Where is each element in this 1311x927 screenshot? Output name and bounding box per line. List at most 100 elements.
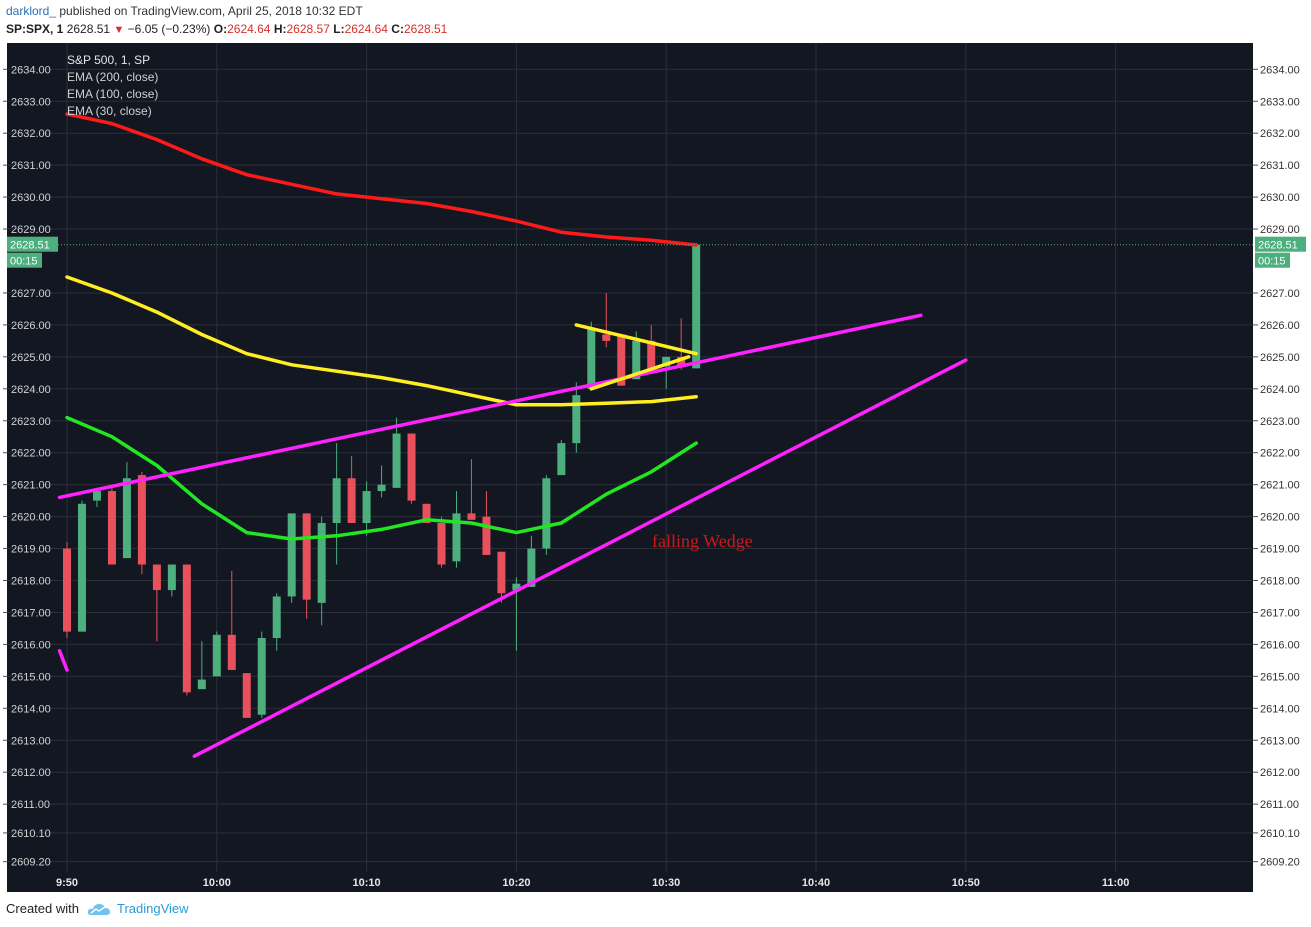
candle-body — [512, 583, 521, 591]
price-tick-label-left: 2617.00 — [11, 607, 51, 619]
candle — [467, 459, 476, 520]
price-tick-label: 2611.00 — [1260, 799, 1299, 811]
down-arrow-icon: ▼ — [113, 24, 125, 36]
timer-bg-left — [7, 252, 42, 268]
candle-body — [332, 478, 341, 523]
legend-ema200: EMA (200, close) — [67, 70, 158, 84]
price-tick-label-left: 2630.00 — [11, 192, 51, 204]
candle — [347, 455, 356, 523]
candle — [122, 462, 131, 559]
candle — [497, 551, 506, 603]
close-label: C: — [391, 22, 404, 36]
time-tick-label: 10:40 — [802, 877, 830, 889]
price-change: −6.05 (−0.23%) — [127, 22, 211, 36]
price-tag: 2628.51 00:15 2628.51 00:15 — [7, 236, 1306, 268]
price-tick-label-left: 2633.00 — [11, 96, 51, 108]
candle — [587, 321, 596, 389]
price-tick-label: 2625.00 — [1260, 352, 1300, 364]
price-tick-label-left: 2632.00 — [11, 128, 51, 140]
candle — [482, 491, 491, 555]
candle-body — [92, 491, 101, 501]
price-tick-label-left: 2623.00 — [11, 416, 51, 428]
candle — [227, 570, 236, 670]
candle — [362, 481, 371, 536]
tradingview-link[interactable]: TradingView — [116, 901, 189, 916]
candle-body — [632, 340, 641, 380]
price-tick-label-left: 2615.00 — [11, 671, 51, 683]
tradingview-cloud-icon — [87, 903, 110, 915]
candle — [107, 487, 116, 565]
candle — [167, 564, 176, 597]
close-value: 2628.51 — [403, 22, 448, 36]
candle — [63, 542, 71, 639]
price-tick-label: 2623.00 — [1260, 416, 1300, 428]
timer-value-left: 00:15 — [10, 256, 38, 268]
price-tick-label: 2624.00 — [1260, 384, 1300, 396]
price-tick-label-left: 2631.00 — [11, 160, 51, 172]
time-tick-label: 10:10 — [353, 877, 381, 889]
trendlines[interactable] — [57, 313, 968, 758]
price-tag-value-right: 2628.51 — [1258, 240, 1298, 252]
price-tick-label: 2627.00 — [1260, 288, 1300, 300]
price-tick-label: 2629.00 — [1260, 224, 1300, 236]
candle-body — [617, 334, 626, 386]
high-value: 2628.57 — [286, 22, 330, 36]
trendline-2 — [57, 649, 69, 672]
price-tick-label-left: 2613.00 — [11, 735, 51, 747]
time-tick-label: 9:50 — [56, 877, 78, 889]
author-link[interactable]: darklord_ — [6, 4, 57, 18]
candle-body — [362, 491, 371, 523]
publish-text: published on TradingView.com, April 25, … — [59, 4, 363, 18]
price-tick-label-left: 2627.00 — [11, 288, 51, 300]
time-axis[interactable] — [7, 872, 1253, 892]
candle — [527, 535, 536, 587]
candle-body — [692, 244, 701, 369]
symbol-label: SP:SPX, 1 — [6, 22, 64, 36]
price-tick-label: 2609.20 — [1260, 857, 1300, 869]
candle-body — [63, 548, 71, 632]
candle-body — [587, 328, 596, 389]
price-tag-bg-left — [7, 236, 58, 252]
candle-body — [647, 340, 656, 370]
price-tick-label-left: 2611.00 — [11, 799, 50, 811]
wedge-annotation[interactable]: falling Wedge — [652, 531, 753, 551]
candle — [542, 475, 551, 555]
candle — [272, 593, 281, 651]
candle — [407, 433, 416, 504]
time-tick-label: 10:50 — [952, 877, 980, 889]
open-value: 2624.64 — [227, 22, 271, 36]
price-chart[interactable]: 2634.00 2634.00 2633.00 2633.00 2632.00 2632.… — [0, 0, 1311, 895]
candle-body — [467, 513, 476, 520]
price-axis-labels: 2634.00 2634.00 2633.00 2633.00 2632.00 2632.… — [3, 64, 1300, 869]
indicator-lines — [65, 112, 698, 541]
price-tick-label: 2631.00 — [1260, 160, 1300, 172]
footer: Created with TradingView — [6, 901, 189, 916]
candle — [77, 500, 86, 632]
price-tick-label-left: 2616.00 — [11, 639, 51, 651]
candle-body — [677, 356, 686, 367]
candle — [287, 513, 296, 603]
candle-body — [167, 564, 176, 591]
price-tick-label: 2633.00 — [1260, 96, 1300, 108]
price-tick-label: 2621.00 — [1260, 480, 1300, 492]
price-tick-label-left: 2624.00 — [11, 384, 51, 396]
candle-body — [572, 395, 581, 444]
candle-body — [452, 513, 461, 562]
price-tick-label: 2612.00 — [1260, 767, 1300, 779]
time-tick-label: 10:00 — [203, 877, 231, 889]
candle-body — [662, 356, 671, 367]
price-tick-label-left: 2629.00 — [11, 224, 51, 236]
candle-body — [182, 564, 191, 693]
candle — [602, 292, 611, 348]
candle — [257, 631, 266, 718]
candle-body — [377, 484, 386, 492]
candle-body — [152, 564, 161, 591]
candle-body — [437, 522, 446, 565]
price-axis[interactable] — [1253, 43, 1311, 872]
candle-body — [347, 478, 356, 523]
time-axis-labels: 9:50 10:00 10:10 10:20 10:30 10:40 10:50 11:00 — [56, 877, 1129, 889]
price-tick-label: 2634.00 — [1260, 64, 1300, 76]
candle — [182, 564, 191, 696]
candle-body — [212, 634, 221, 677]
open-label: O: — [213, 22, 228, 36]
